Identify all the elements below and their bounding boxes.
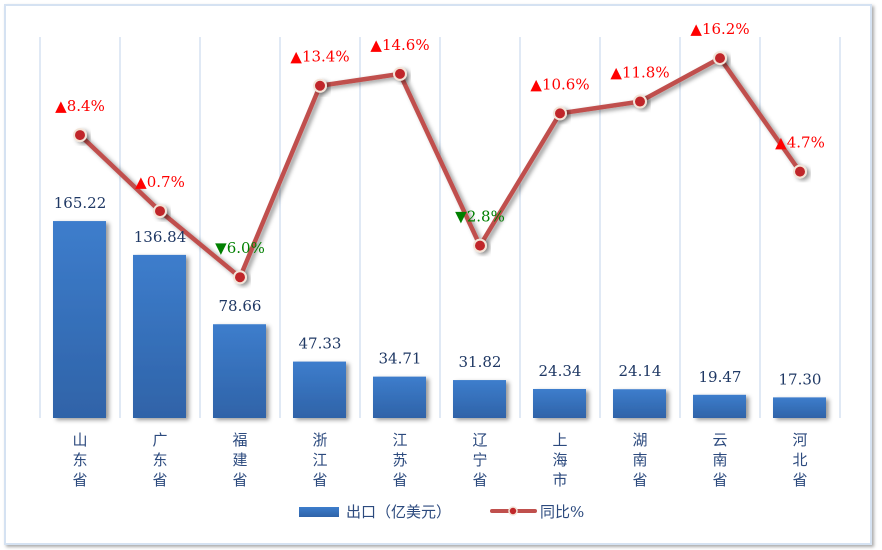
bar — [373, 376, 426, 418]
yoy-label: ▲8.4% — [55, 97, 105, 115]
bar-value-label: 31.82 — [459, 353, 502, 371]
yoy-point — [473, 238, 487, 253]
bar-value-label: 136.84 — [134, 228, 187, 246]
bar — [133, 254, 186, 418]
legend: 出口（亿美元） 同比% — [299, 503, 584, 521]
yoy-point — [713, 51, 727, 66]
yoy-point — [313, 78, 327, 93]
bar-value-label: 24.14 — [619, 362, 662, 380]
category-label: 云南省 — [712, 431, 727, 489]
category-label: 河北省 — [792, 431, 807, 489]
bar-value-label: 34.71 — [379, 350, 422, 368]
yoy-line — [78, 55, 802, 280]
category-label: 山东省 — [72, 431, 87, 489]
bar — [613, 389, 666, 418]
bar-value-label: 165.22 — [54, 194, 107, 212]
legend-bar-swatch — [299, 507, 339, 517]
yoy-label: ▼2.8% — [455, 208, 505, 226]
yoy-point — [233, 270, 247, 285]
yoy-point — [73, 128, 87, 143]
bar-value-label: 24.34 — [539, 362, 582, 380]
bar — [453, 380, 506, 418]
yoy-point — [153, 204, 167, 219]
yoy-label: ▲10.6% — [530, 75, 589, 93]
bar — [53, 221, 106, 418]
bar — [693, 394, 746, 418]
bar — [773, 397, 826, 418]
yoy-label: ▲16.2% — [690, 20, 749, 38]
legend-line-marker — [508, 506, 518, 516]
bar-value-label: 19.47 — [699, 368, 742, 386]
yoy-label: ▲0.7% — [135, 173, 185, 191]
bar — [533, 388, 586, 418]
yoy-label: ▲13.4% — [290, 48, 349, 66]
yoy-label: ▲14.6% — [370, 36, 429, 54]
category-label: 福建省 — [232, 431, 247, 489]
bar-value-label: 78.66 — [219, 297, 262, 315]
yoy-label: ▼6.0% — [215, 239, 265, 257]
category-label: 上海市 — [552, 431, 567, 489]
yoy-label: ▲11.8% — [610, 64, 669, 82]
category-label: 浙江省 — [312, 431, 327, 489]
legend-line-label: 同比% — [540, 503, 584, 521]
bar-value-label: 17.30 — [779, 370, 822, 388]
yoy-point — [793, 164, 807, 179]
category-label: 湖南省 — [632, 431, 647, 489]
yoy-label: ▲4.7% — [775, 134, 825, 152]
yoy-point — [633, 94, 647, 109]
yoy-point — [393, 66, 407, 81]
bar — [293, 361, 346, 418]
category-label: 江苏省 — [392, 431, 407, 489]
category-label: 广东省 — [152, 431, 167, 489]
category-label: 辽宁省 — [472, 431, 487, 489]
bar-value-label: 47.33 — [299, 335, 342, 353]
yoy-point — [553, 106, 567, 121]
legend-bar-label: 出口（亿美元） — [346, 503, 451, 521]
bar — [213, 324, 266, 418]
